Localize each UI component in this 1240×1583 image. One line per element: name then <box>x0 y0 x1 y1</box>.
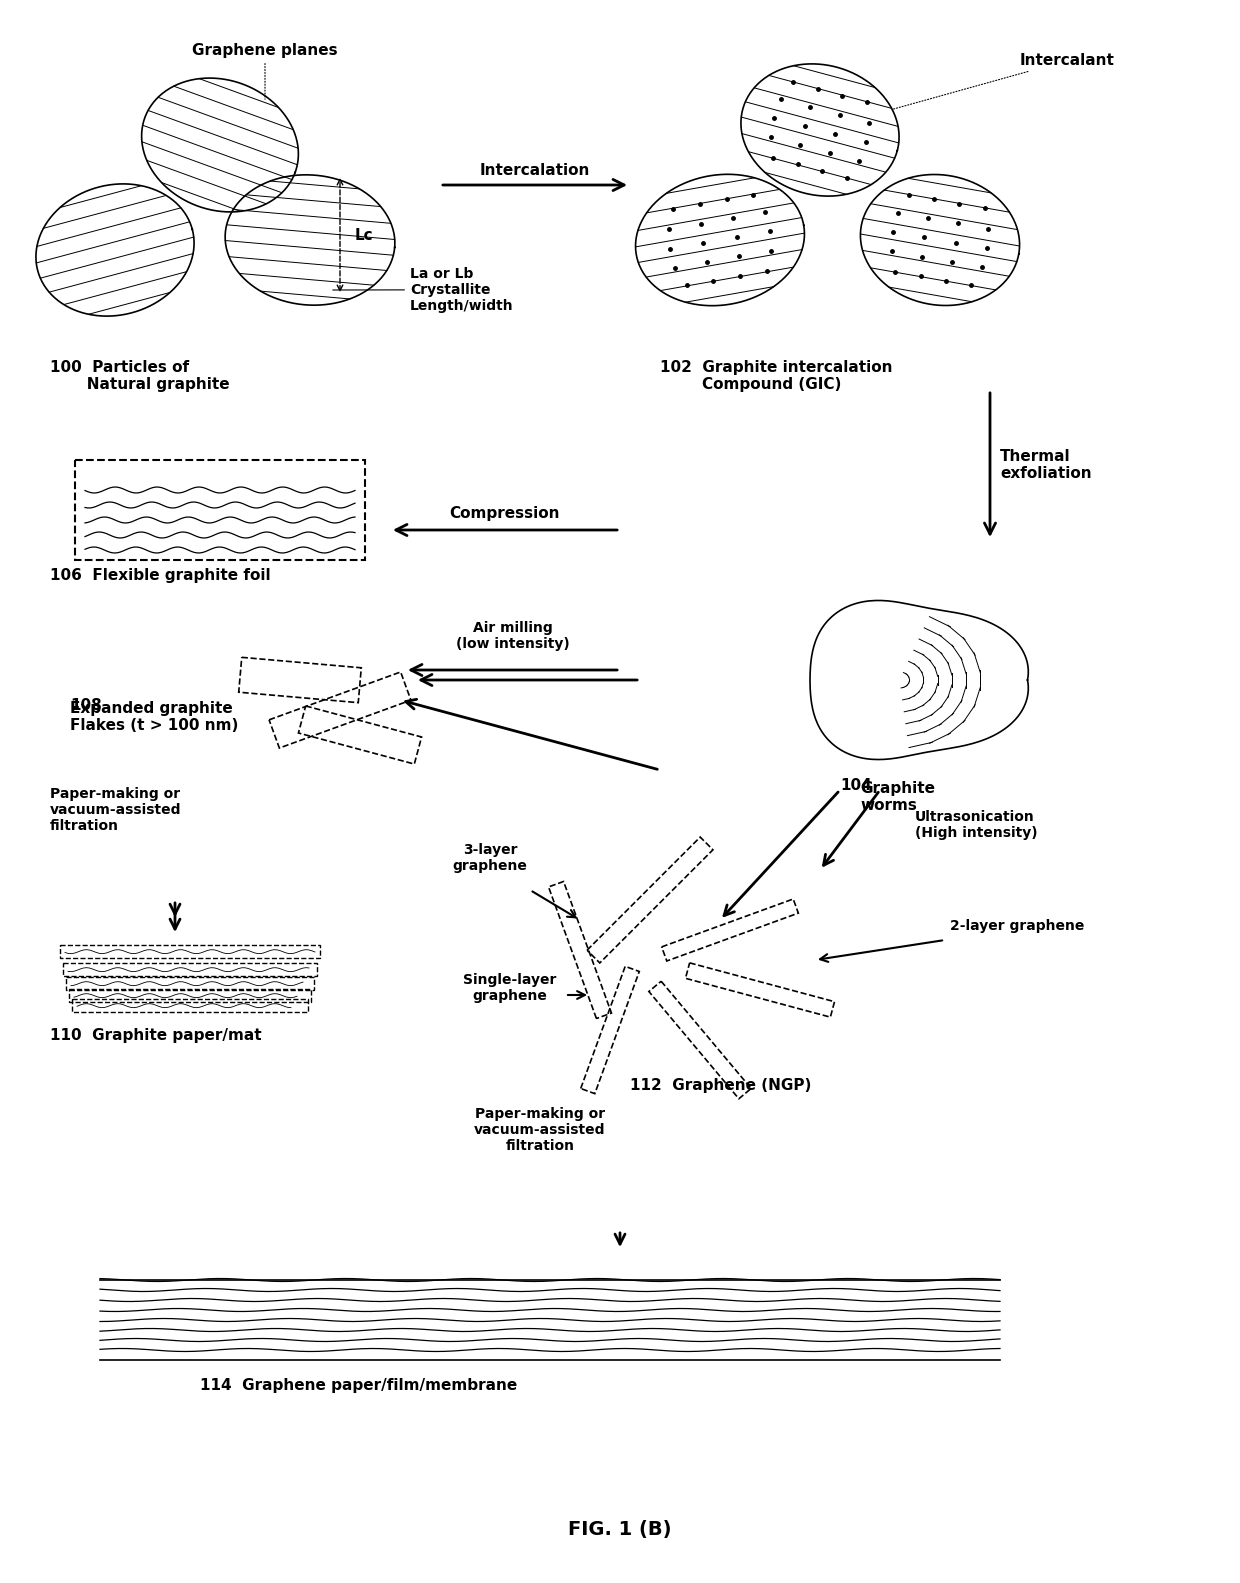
Text: 104: 104 <box>839 777 872 793</box>
Text: Compression: Compression <box>450 507 560 521</box>
Text: FIG. 1 (B): FIG. 1 (B) <box>568 1521 672 1540</box>
Text: 108: 108 <box>69 698 102 712</box>
Text: Graphite
worms: Graphite worms <box>861 780 935 814</box>
Text: Intercalation: Intercalation <box>480 163 590 177</box>
Text: 110  Graphite paper/mat: 110 Graphite paper/mat <box>50 1027 262 1043</box>
Text: Ultrasonication
(High intensity): Ultrasonication (High intensity) <box>915 810 1038 841</box>
Text: Air milling
(low intensity): Air milling (low intensity) <box>456 621 570 651</box>
Text: 114  Graphene paper/film/membrane: 114 Graphene paper/film/membrane <box>200 1377 517 1393</box>
Text: Thermal
exfoliation: Thermal exfoliation <box>999 450 1091 481</box>
Text: Lc: Lc <box>355 228 373 242</box>
Text: 106  Flexible graphite foil: 106 Flexible graphite foil <box>50 568 270 583</box>
Text: 100  Particles of
       Natural graphite: 100 Particles of Natural graphite <box>50 359 229 393</box>
Text: 2-layer graphene: 2-layer graphene <box>950 920 1084 932</box>
Text: Single-layer
graphene: Single-layer graphene <box>464 974 557 1004</box>
Text: Expanded graphite
Flakes (t > 100 nm): Expanded graphite Flakes (t > 100 nm) <box>69 701 238 733</box>
Text: Paper-making or
vacuum-assisted
filtration: Paper-making or vacuum-assisted filtrati… <box>50 787 181 833</box>
Text: Paper-making or
vacuum-assisted
filtration: Paper-making or vacuum-assisted filtrati… <box>474 1107 606 1152</box>
Text: Intercalant: Intercalant <box>893 52 1115 109</box>
Text: 102  Graphite intercalation
        Compound (GIC): 102 Graphite intercalation Compound (GIC… <box>660 359 893 393</box>
Text: La or Lb
Crystallite
Length/width: La or Lb Crystallite Length/width <box>332 266 513 313</box>
Text: Graphene planes: Graphene planes <box>192 43 337 100</box>
Text: 3-layer
graphene: 3-layer graphene <box>453 842 527 872</box>
Text: 112  Graphene (NGP): 112 Graphene (NGP) <box>630 1078 811 1092</box>
